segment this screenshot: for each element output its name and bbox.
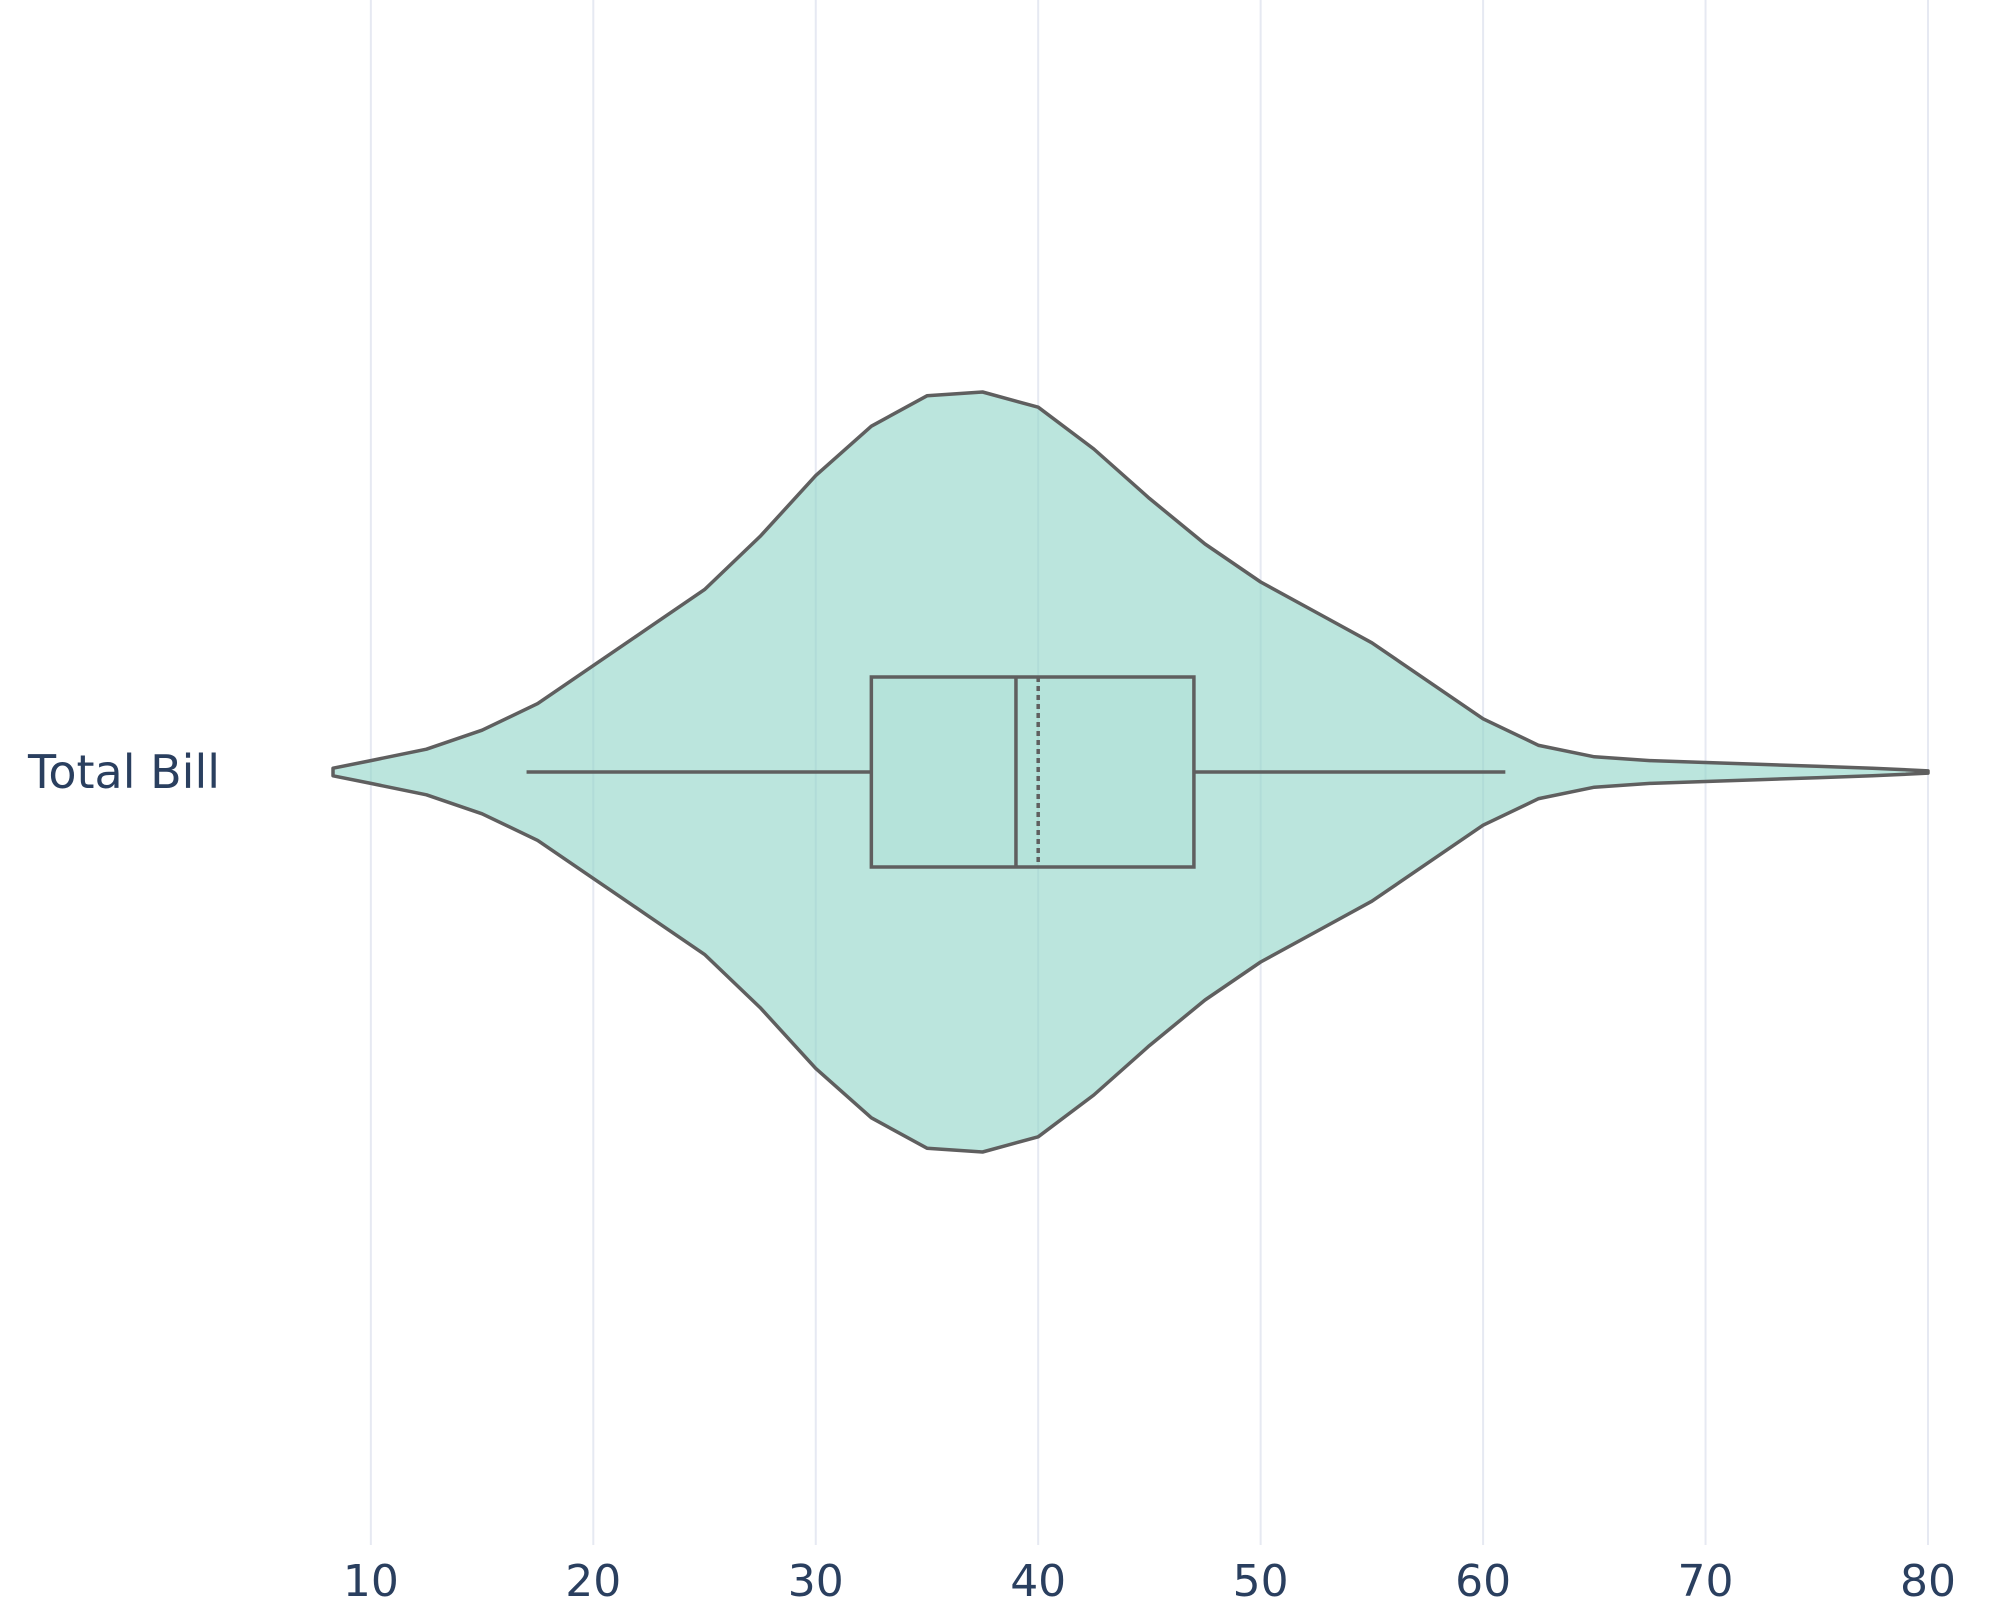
violin-body-0 (331, 390, 1930, 1154)
x-tick-label-30: 30 (788, 1556, 844, 1600)
x-tick-label-80: 80 (1900, 1556, 1956, 1600)
x-tick-label-20: 20 (565, 1556, 621, 1600)
violin-layer (331, 390, 1930, 1154)
x-tick-label-10: 10 (343, 1556, 399, 1600)
x-tick-label-60: 60 (1455, 1556, 1511, 1600)
x-tick-label-50: 50 (1233, 1556, 1289, 1600)
x-tick-labels: 10 20 30 40 50 60 70 80 (343, 1556, 1956, 1600)
category-labels: Total Bill (27, 745, 220, 799)
x-tick-label-70: 70 (1678, 1556, 1734, 1600)
box-iqr-0 (869, 675, 1196, 869)
x-tick-label-40: 40 (1010, 1556, 1066, 1600)
y-category-label: Total Bill (27, 745, 220, 799)
